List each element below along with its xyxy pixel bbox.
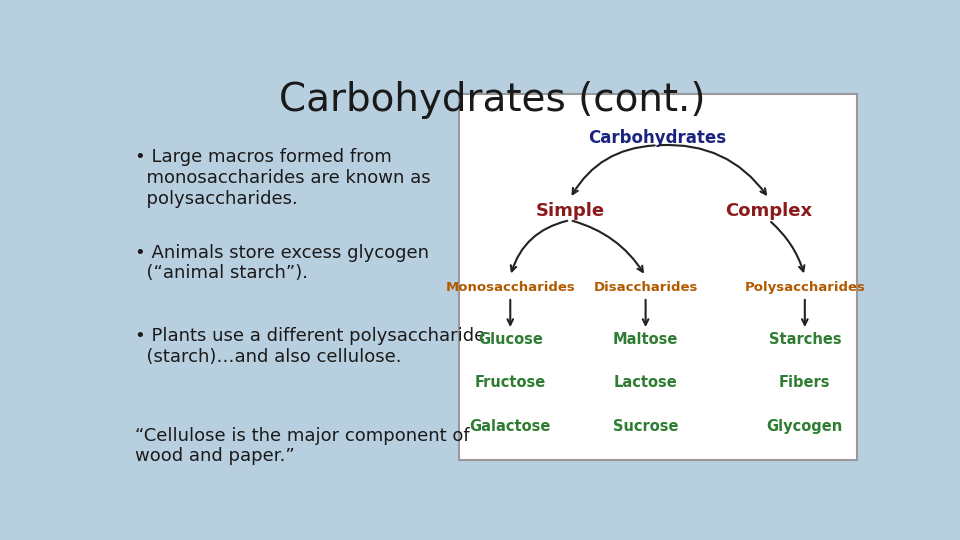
Text: Galactose: Galactose [469, 420, 551, 434]
Text: • Animals store excess glycogen
  (“animal starch”).: • Animals store excess glycogen (“animal… [134, 244, 429, 282]
Text: Maltose: Maltose [612, 332, 679, 347]
FancyBboxPatch shape [459, 94, 856, 460]
Text: Starches: Starches [769, 332, 841, 347]
Text: Polysaccharides: Polysaccharides [744, 281, 865, 294]
Text: Complex: Complex [726, 202, 812, 220]
Text: Carbohydrates: Carbohydrates [588, 129, 727, 147]
Text: Glycogen: Glycogen [767, 420, 843, 434]
Text: • Plants use a different polysaccharide
  (starch)…and also cellulose.: • Plants use a different polysaccharide … [134, 327, 485, 366]
Text: Simple: Simple [536, 202, 605, 220]
Text: Fructose: Fructose [474, 375, 546, 390]
Text: “Cellulose is the major component of
wood and paper.”: “Cellulose is the major component of woo… [134, 427, 469, 465]
Text: Sucrose: Sucrose [612, 420, 679, 434]
Text: Carbohydrates (cont.): Carbohydrates (cont.) [278, 82, 706, 119]
Text: Monosaccharides: Monosaccharides [445, 281, 575, 294]
Text: Glucose: Glucose [478, 332, 542, 347]
Text: • Large macros formed from
  monosaccharides are known as
  polysaccharides.: • Large macros formed from monosaccharid… [134, 148, 430, 207]
Text: Lactose: Lactose [613, 375, 678, 390]
Text: Fibers: Fibers [780, 375, 830, 390]
Text: Disaccharides: Disaccharides [593, 281, 698, 294]
